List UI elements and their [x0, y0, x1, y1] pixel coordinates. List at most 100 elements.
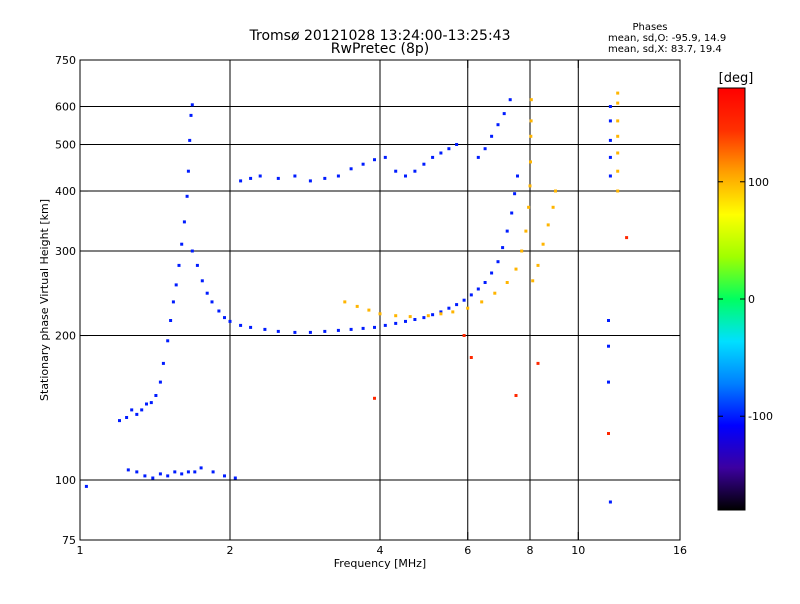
data-point — [135, 412, 139, 416]
data-point — [349, 167, 353, 171]
data-point — [228, 319, 232, 323]
data-point — [258, 174, 262, 178]
data-point — [541, 242, 545, 246]
x-tick-label: 2 — [227, 544, 234, 557]
y-tick-label: 400 — [55, 185, 76, 198]
data-point — [514, 394, 518, 397]
data-point — [182, 220, 186, 224]
data-point — [462, 334, 466, 337]
data-point — [508, 98, 512, 102]
data-point — [223, 474, 226, 478]
data-point — [200, 279, 204, 283]
data-point — [607, 380, 610, 384]
data-point — [158, 472, 162, 476]
data-point — [462, 298, 466, 302]
data-point — [373, 396, 376, 400]
data-point — [211, 470, 215, 474]
data-point — [616, 119, 620, 123]
colorbar-label: [deg] — [719, 71, 754, 86]
data-point — [186, 169, 190, 173]
data-point — [378, 312, 382, 316]
data-point — [608, 138, 612, 142]
data-point — [513, 192, 517, 196]
data-point — [439, 312, 443, 316]
data-point — [616, 169, 620, 173]
data-point — [149, 401, 153, 405]
data-point — [323, 176, 327, 180]
colorbar-ticks: 100 0 -100 — [718, 176, 773, 423]
data-point — [193, 470, 197, 474]
data-point — [293, 174, 297, 178]
data-point — [607, 319, 610, 322]
data-point — [308, 179, 312, 183]
data-point — [426, 314, 430, 318]
x-tick-label: 1 — [77, 544, 84, 557]
data-point — [451, 310, 455, 314]
y-tick-label: 750 — [55, 54, 76, 67]
data-point — [169, 319, 173, 322]
data-point — [483, 281, 487, 284]
data-point — [130, 408, 134, 412]
data-point — [205, 291, 209, 295]
data-point — [276, 176, 280, 180]
data-point — [480, 300, 484, 304]
data-point — [608, 155, 612, 159]
data-point — [349, 327, 353, 331]
data-point — [361, 162, 365, 166]
data-point — [483, 147, 487, 151]
data-point — [616, 91, 620, 95]
data-point — [551, 205, 555, 209]
data-point — [210, 300, 214, 304]
data-point — [531, 279, 535, 283]
data-point — [520, 249, 524, 253]
data-point — [554, 189, 557, 193]
data-point — [529, 160, 532, 164]
chart-title: Tromsø 20121028 13:24:00-13:25:43 — [249, 28, 511, 44]
data-point — [394, 314, 398, 318]
data-point — [158, 380, 162, 384]
data-point — [118, 419, 121, 423]
data-point — [293, 330, 297, 334]
data-point — [608, 174, 612, 178]
data-point — [323, 329, 327, 333]
data-point — [616, 134, 620, 138]
data-point — [469, 293, 473, 297]
data-point — [413, 169, 417, 173]
data-point — [529, 119, 533, 123]
axis-ticks: 1 2 4 6 8 10 16 75 100 200 300 400 500 600 750 — [55, 54, 687, 557]
data-point — [514, 267, 518, 271]
data-point — [189, 113, 193, 117]
data-point — [431, 155, 435, 159]
data-point — [607, 432, 610, 435]
data-point — [367, 308, 371, 312]
data-point — [536, 263, 540, 267]
data-point — [185, 194, 189, 198]
colorbar-tick-label: -100 — [748, 410, 773, 423]
data-point — [195, 263, 199, 267]
y-tick-label: 200 — [55, 330, 76, 343]
chart-subtitle: RwPretec (8p) — [331, 41, 429, 57]
data-point — [373, 158, 376, 162]
data-point — [126, 468, 130, 472]
data-point — [490, 271, 494, 275]
data-point — [373, 325, 376, 329]
x-tick-label: 4 — [377, 544, 384, 557]
data-point — [188, 138, 192, 142]
data-point — [524, 229, 528, 233]
data-point — [135, 470, 139, 474]
data-point — [145, 402, 148, 406]
data-point — [404, 174, 407, 178]
data-point — [516, 174, 519, 178]
data-point — [161, 361, 165, 365]
data-point — [490, 134, 494, 138]
data-point — [125, 416, 129, 419]
data-point — [84, 484, 88, 488]
x-tick-label: 6 — [464, 544, 471, 557]
y-tick-label: 75 — [62, 534, 76, 547]
data-point — [455, 143, 459, 146]
data-point — [529, 98, 533, 102]
x-tick-label: 16 — [673, 544, 687, 557]
data-point — [343, 300, 347, 304]
